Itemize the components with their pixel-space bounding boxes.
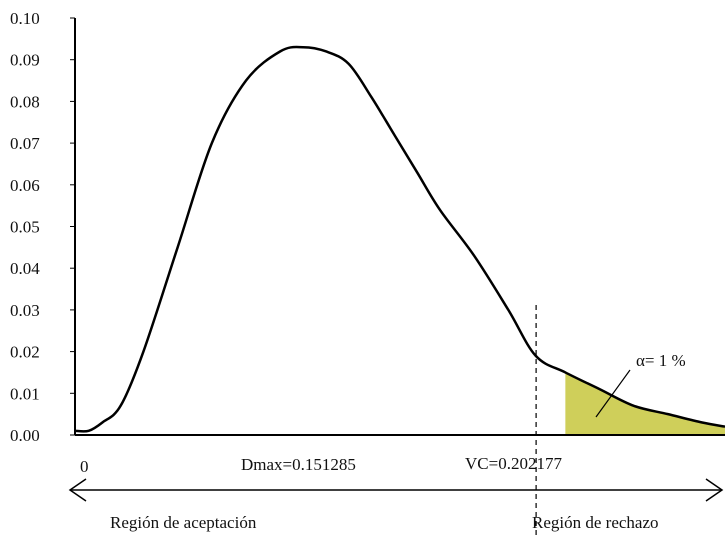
y-tick-label: 0.10 [10,9,40,28]
y-axis-ticks: 0.00 0.01 0.02 0.03 0.04 0.05 0.06 0.07 0.08 0.09… [10,9,75,445]
y-tick-label: 0.01 [10,384,40,403]
y-tick-label: 0.09 [10,51,40,70]
y-tick-label: 0.03 [10,301,40,320]
y-tick-label: 0.04 [10,259,40,278]
y-tick-label: 0.08 [10,92,40,111]
y-tick-label: 0.06 [10,176,40,195]
rejection-region-fill [565,372,725,435]
right-arrowhead [705,478,724,502]
acceptance-region-label: Región de aceptación [110,513,257,532]
y-tick-label: 0.05 [10,218,40,237]
vc-label: VC=0.202177 [465,454,562,473]
y-tick-label: 0.07 [10,134,40,153]
dmax-label: Dmax=0.151285 [241,455,356,474]
y-tick-label: 0.00 [10,426,40,445]
origin-label: 0 [80,457,89,476]
left-arrowhead [68,478,87,502]
y-tick-label: 0.02 [10,343,40,362]
rejection-region-label: Región de rechazo [532,513,659,532]
density-curve [74,45,725,433]
alpha-pointer-line [595,369,631,418]
alpha-label: α= 1 % [636,351,686,370]
